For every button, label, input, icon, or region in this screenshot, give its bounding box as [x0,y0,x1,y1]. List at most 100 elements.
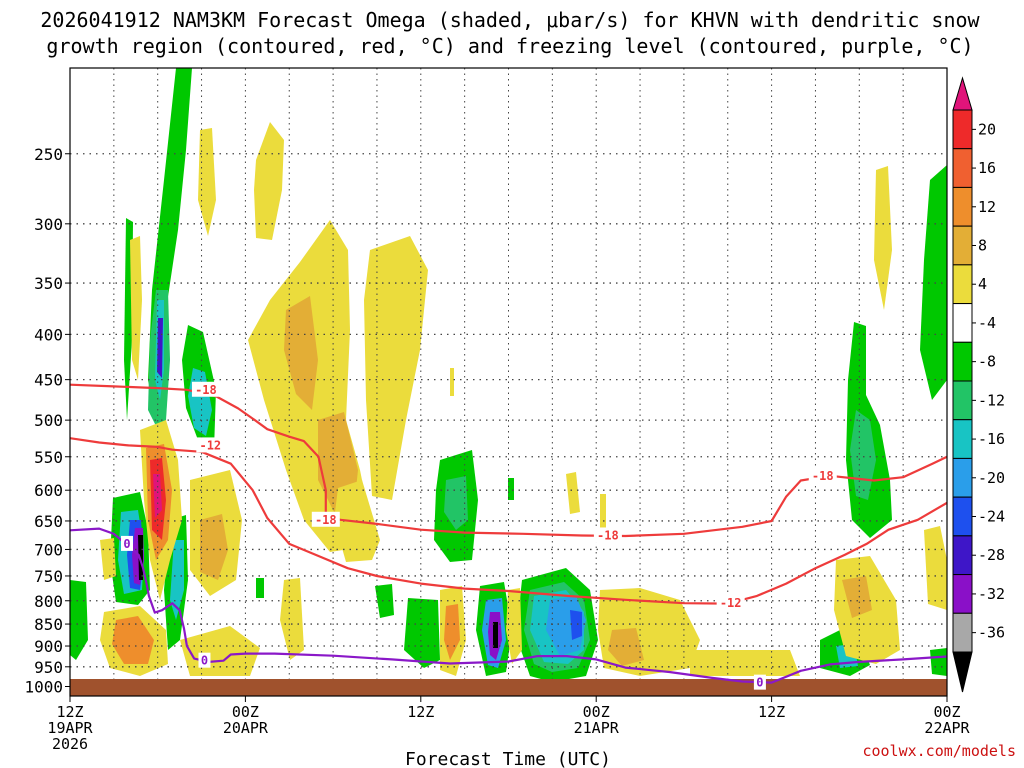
downward-motion-region [280,578,304,660]
x-tick-label: 2026 [52,735,88,753]
colorbar-label: -32 [978,585,1005,603]
dgz-contour [70,383,947,538]
colorbar-swatch [952,574,973,614]
colorbar: 20 16 12 8 4 -4 -8 -12 -16 -20 -24 -28 -32 -36 [952,76,1005,693]
y-axis: 250 300 350 400 450 500 550 600 650 700 750 800 850 9… [24,145,70,697]
y-tick-label: 300 [34,215,63,234]
colorbar-label: 8 [978,237,987,255]
dgz-contour-label-bg [191,381,220,397]
y-tick-label: 550 [34,448,63,467]
x-tick-label: 12Z [407,703,434,721]
colorbar-label: -4 [978,314,996,332]
upward-motion-region [444,476,468,530]
upward-motion-region [157,318,163,378]
colorbar-swatch [952,148,973,188]
terrain-ground [70,679,947,696]
colorbar-swatch [952,419,973,459]
x-tick-label: 19APR [47,719,93,737]
dgz-contour-label-bg [808,467,837,483]
colorbar-swatch [952,496,973,537]
colorbar-label: 12 [978,198,996,216]
freezing-level-label-bg [198,652,211,668]
downward-motion-region [254,122,284,240]
x-tick-label: 00Z [232,703,259,721]
contour-lines: -18 -12 -18 -18 -12 -18 0 0 0 [70,381,947,690]
y-tick-label: 700 [34,540,63,559]
y-tick-label: 900 [34,637,63,656]
upward-motion-region [850,410,876,500]
freezing-level-contour [70,527,947,684]
downward-motion-region [506,588,522,664]
y-tick-label: 600 [34,481,63,500]
dgz-contour-label-bg [196,437,225,453]
dgz-contour-label: -12 [199,438,221,452]
colorbar-swatch [952,535,973,576]
y-tick-label: 250 [34,145,63,164]
freezing-level-label-bg [121,535,134,551]
upward-motion-region [508,478,514,500]
colorbar-swatch [952,341,973,382]
downward-motion-region [153,474,162,518]
x-tick-label: 20APR [223,719,269,737]
downward-motion-region [874,166,892,310]
dgz-contour [70,437,947,605]
downward-motion-region [130,236,142,380]
colorbar-top-arrow [952,76,973,111]
downward-motion-region [364,236,428,500]
dgz-contour-label: -18 [315,513,337,527]
downward-motion-region [690,650,800,676]
y-tick-label: 1000 [24,678,63,697]
plot-area: -18 -12 -18 -18 -12 -18 0 0 0 [70,68,947,696]
y-tick-label: 500 [34,411,63,430]
colorbar-label: -12 [978,391,1005,409]
colorbar-swatch [952,380,973,421]
colorbar-swatch [952,109,973,150]
downward-motion-region [198,128,216,236]
colorbar-swatch [952,225,973,266]
downward-motion-region [608,628,644,666]
downward-motion-region [566,472,580,514]
x-tick-label: 12Z [758,703,785,721]
chart-title-line1: 2026041912 NAM3KM Forecast Omega (shaded… [40,8,980,32]
colorbar-label: 4 [978,275,987,293]
colorbar-swatch [952,264,973,305]
freezing-level-label: 0 [123,537,130,551]
downward-motion-region [450,368,454,396]
colorbar-swatch [952,186,973,227]
x-tick-label: 00Z [583,703,610,721]
downward-motion-region [200,514,228,580]
colorbar-label: -8 [978,353,996,371]
upward-motion-region [70,580,88,660]
colorbar-swatch [952,457,973,498]
dgz-contour-label: -18 [597,528,619,542]
colorbar-swatch [952,303,973,343]
downward-motion-region [842,576,872,618]
colorbar-label: -36 [978,624,1005,642]
colorbar-label: -20 [978,469,1005,487]
y-tick-label: 950 [34,658,63,677]
x-tick-label: 12Z [56,703,83,721]
upward-motion-region [920,165,947,400]
downward-motion-region [284,296,318,410]
y-tick-label: 850 [34,615,63,634]
plot-frame [69,67,948,697]
y-tick-label: 800 [34,592,63,611]
credit-text[interactable]: coolwx.com/models [862,742,1016,760]
upward-motion-region [570,610,582,640]
freezing-level-label: 0 [756,676,763,690]
dgz-contour-label: -18 [195,383,217,397]
x-tick-label: 21APR [574,719,620,737]
dgz-contour-label-bg [716,595,745,611]
freezing-level-label: 0 [201,654,208,668]
downward-motion-region [112,616,154,664]
downward-motion-region [924,526,947,610]
y-tick-label: 450 [34,371,63,390]
colorbar-label: -16 [978,430,1005,448]
x-tick-label: 00Z [933,703,960,721]
y-tick-label: 650 [34,512,63,531]
colorbar-label: -28 [978,546,1005,564]
upward-motion-region [170,540,184,620]
y-tick-label: 400 [34,325,63,344]
